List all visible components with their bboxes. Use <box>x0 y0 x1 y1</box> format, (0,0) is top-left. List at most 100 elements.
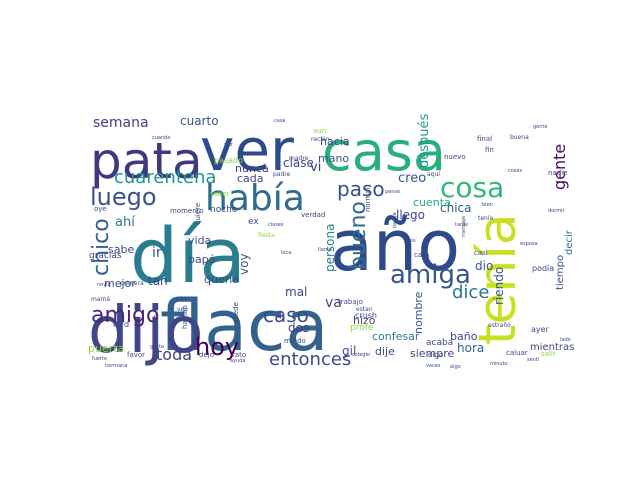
word-rato: rato <box>232 351 246 359</box>
word-lado: lado <box>560 337 571 343</box>
word-noche: noche <box>210 205 238 215</box>
word-cuarto: cuarto <box>180 114 219 128</box>
word-habían: habían <box>181 305 189 329</box>
word-estraño: estraño <box>488 322 511 329</box>
word-después: después <box>417 113 432 168</box>
word-novio: novio <box>97 282 111 288</box>
word-mejor: mejor <box>104 277 136 290</box>
word-dio: dio <box>475 259 493 273</box>
word-salir: salir <box>541 350 556 358</box>
word-luego: luego <box>90 183 157 211</box>
word-cuarentena: cuarentena <box>114 167 216 188</box>
word-nunca: nunca <box>235 162 269 175</box>
word-veo: veo <box>177 306 188 313</box>
word-pasado: pasado <box>214 156 243 165</box>
word-saber: saber <box>210 190 230 198</box>
word-gracias: gracias <box>89 251 122 261</box>
word-ahí: ahí <box>115 215 135 230</box>
word-hoy: hoy <box>195 333 239 361</box>
word-quede: quede <box>232 302 240 324</box>
word-chica: chica <box>440 201 472 215</box>
word-llego: llego <box>396 208 425 222</box>
word-dejo: dejo <box>199 351 214 359</box>
word-gente: gente <box>550 144 569 190</box>
word-algo: algo <box>450 364 461 370</box>
word-buena: buena <box>510 134 529 141</box>
word-tan: tan <box>148 274 168 288</box>
word-hermana: hermana <box>105 363 127 369</box>
word-acaba: acaba <box>426 338 453 348</box>
word-vida: vida <box>188 234 211 247</box>
word-papá: papá <box>188 253 215 266</box>
word-mal: mal <box>285 285 307 299</box>
word-cuando: cuando <box>152 135 170 141</box>
word-ayer: ayer <box>531 325 550 334</box>
word-normal: normal <box>364 187 372 212</box>
word-caluar: caluar <box>506 349 528 357</box>
word-llamo: llamo <box>318 247 332 253</box>
word-aun: aun <box>313 127 326 135</box>
word-vez: vez <box>224 142 233 148</box>
word-cada: cada <box>237 172 264 185</box>
word-ver: ver <box>200 116 294 184</box>
word-digo: digo <box>428 351 443 359</box>
word-clase: clase <box>283 156 314 170</box>
word-estan: estan <box>356 306 373 313</box>
word-bien: bien <box>482 202 493 208</box>
word-sentí: sentí <box>527 356 540 363</box>
word-entonces: entonces <box>269 349 351 370</box>
word-foto: foto <box>152 314 160 328</box>
word-esposa: esposa <box>520 241 538 247</box>
word-ex: ex <box>248 217 259 227</box>
word-nombre: nombre <box>412 291 425 334</box>
word-caso: caso <box>263 303 309 327</box>
word-bueno: bueno <box>346 201 371 270</box>
word-hora: hora <box>457 341 484 355</box>
word-siempre: siempre <box>410 347 455 360</box>
word-baño: baño <box>450 330 478 343</box>
word-fuerte: fuerte <box>92 356 107 362</box>
word-podía: podía <box>532 264 554 273</box>
word-aquí: aquí <box>427 171 440 178</box>
word-minuto: minuto <box>490 361 508 367</box>
word-mira: mira <box>176 296 187 302</box>
word-pata: pata <box>90 132 203 190</box>
word-vi: vi <box>310 160 321 175</box>
word-crush: crush <box>355 311 377 320</box>
word-cara: cara <box>414 251 429 259</box>
word-mamá: mamá <box>91 296 110 303</box>
word-hizo: hizo <box>353 314 376 327</box>
word-fin: fin <box>485 146 494 154</box>
word-nadie: nadie <box>548 169 567 177</box>
word-tenía: tenía <box>468 213 528 345</box>
word-pensé: pensé <box>385 188 400 195</box>
word-momento: momento <box>170 207 204 215</box>
word-cosa: cosa <box>440 171 504 204</box>
word-gil: gil <box>342 344 356 358</box>
word-mrd: mrd <box>113 320 129 329</box>
word-tiempo: tiempo <box>555 255 566 290</box>
word-quiere: quiere <box>194 203 202 225</box>
word-riendo: riendo <box>492 267 506 305</box>
word-gente: gente <box>533 124 547 130</box>
word-gusta: gusta <box>150 344 164 350</box>
word-verdad: verdad <box>301 211 325 219</box>
word-mano: mano <box>318 152 349 165</box>
word-tenía: tenía <box>478 215 494 222</box>
word-amiga: amiga <box>390 260 471 290</box>
word-loca: loca <box>281 250 291 256</box>
word-toda: toda <box>156 345 192 364</box>
word-primera: primera <box>120 280 144 287</box>
word-dice: dice <box>452 282 489 303</box>
word-dije: dije <box>375 345 395 358</box>
word-pareja: pareja <box>392 212 398 228</box>
word-dijo: dijo <box>88 294 203 368</box>
word-cosas: cosas <box>508 168 522 174</box>
word-dos: dos <box>288 321 309 335</box>
word-colegio: colegio <box>352 352 370 358</box>
word-madre: madre <box>289 155 309 162</box>
word-semana: semana <box>93 115 149 131</box>
